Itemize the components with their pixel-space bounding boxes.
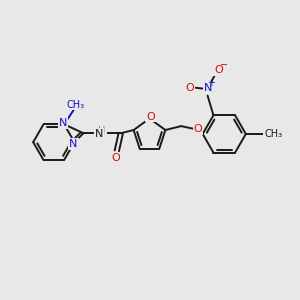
Text: CH₃: CH₃ — [264, 129, 282, 139]
Text: −: − — [220, 60, 228, 70]
Text: O: O — [146, 112, 155, 122]
Text: O: O — [112, 153, 120, 163]
Text: N: N — [69, 139, 78, 148]
Text: CH₃: CH₃ — [67, 100, 85, 110]
Text: H: H — [98, 126, 106, 136]
Text: N: N — [59, 118, 67, 128]
Text: N: N — [203, 83, 212, 93]
Text: +: + — [208, 78, 215, 88]
Text: O: O — [214, 65, 223, 75]
Text: O: O — [194, 124, 202, 134]
Text: N: N — [95, 129, 103, 139]
Text: O: O — [185, 83, 194, 93]
